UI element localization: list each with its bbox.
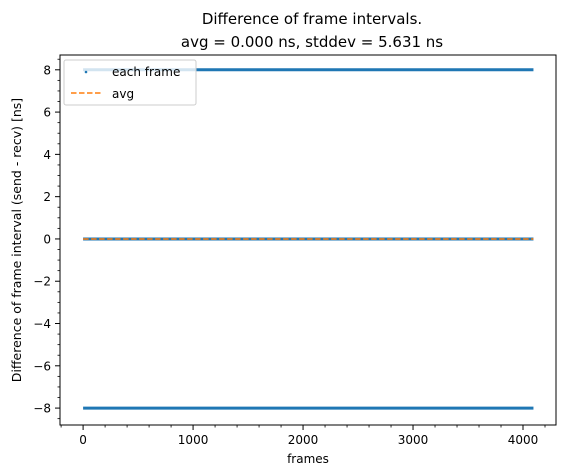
- y-tick-label--2: −2: [33, 275, 51, 289]
- chart-title: Difference of frame intervals.: [202, 10, 422, 28]
- legend-label-each-frame: each frame: [112, 65, 180, 79]
- y-tick-label-2: 2: [43, 190, 51, 204]
- y-tick-label--8: −8: [33, 402, 51, 416]
- y-axis-label: Difference of frame interval (send - rec…: [9, 98, 24, 382]
- legend-label-avg: avg: [112, 87, 134, 101]
- legend: each frame avg: [63, 59, 197, 106]
- y-tick-label--6: −6: [33, 359, 51, 373]
- y-tick-label-6: 6: [43, 106, 51, 120]
- x-tick-label-0: 0: [79, 433, 87, 447]
- y-tick-label-4: 4: [43, 148, 51, 162]
- y-tick-label--4: −4: [33, 317, 51, 331]
- x-tick-label-1000: 1000: [178, 433, 209, 447]
- x-tick-label-3000: 3000: [398, 433, 429, 447]
- x-axis-label: frames: [287, 452, 329, 466]
- chart-subtitle: avg = 0.000 ns, stddev = 5.631 ns: [181, 33, 443, 51]
- x-tick-label-2000: 2000: [288, 433, 319, 447]
- y-tick-label-8: 8: [43, 63, 51, 77]
- plot-frame: [59, 54, 557, 426]
- legend-marker-each-frame: [84, 70, 88, 74]
- x-tick-label-4000: 4000: [508, 433, 539, 447]
- y-tick-label-0: 0: [43, 232, 51, 246]
